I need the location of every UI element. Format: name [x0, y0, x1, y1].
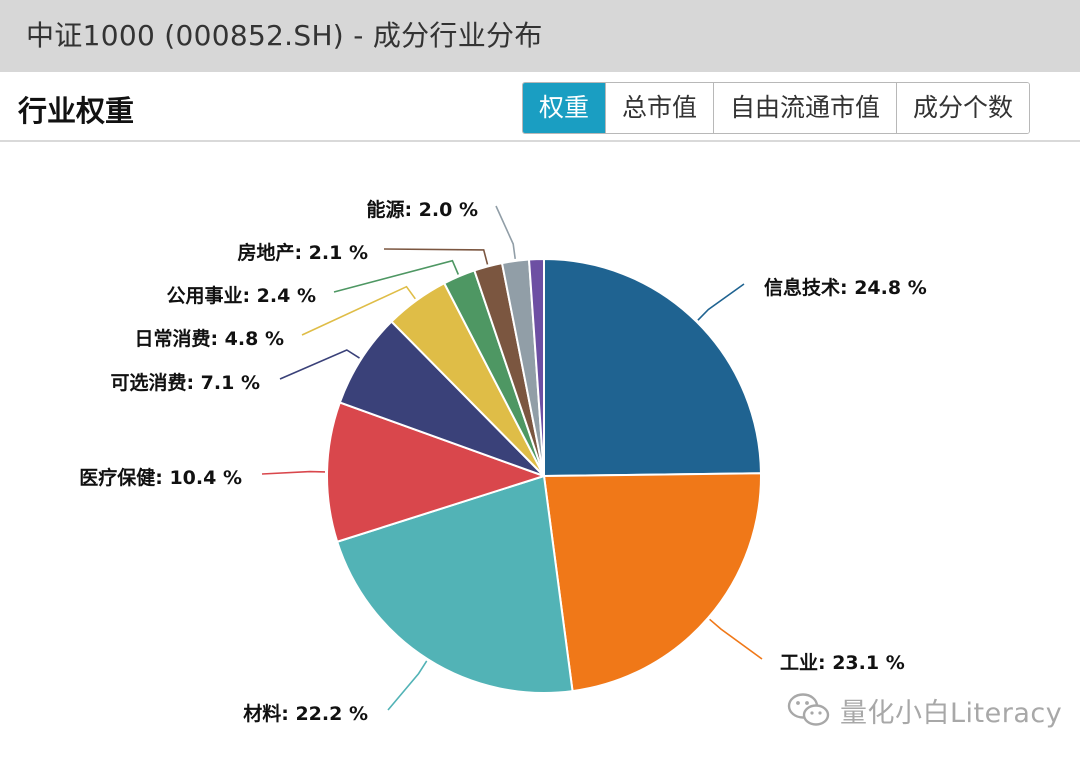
pie-label: 信息技术: 24.8 % [764, 276, 927, 299]
pie-leader-line [261, 470, 326, 475]
pie-label: 日常消费: 4.8 % [134, 327, 284, 350]
pie-leader-line [495, 205, 516, 260]
tab-weight[interactable]: 权重 [523, 83, 606, 133]
title-bar: 中证1000 (000852.SH) - 成分行业分布 [0, 0, 1080, 72]
window-title: 中证1000 (000852.SH) - 成分行业分布 [26, 19, 543, 52]
pie-slice[interactable] [326, 401, 548, 544]
pie-slice[interactable] [543, 257, 762, 478]
pie-label: 工业: 23.1 % [780, 652, 905, 674]
pie-label: 能源: 2.0 % [366, 198, 478, 221]
pie-leader-line [697, 283, 745, 321]
watermark-text: 量化小白Literacy [840, 697, 1063, 729]
tab-free-float-market-cap[interactable]: 自由流通市值 [713, 83, 897, 133]
wechat-icon [787, 693, 830, 726]
pie-leader-line [383, 248, 489, 265]
pie-leader-line [279, 349, 360, 380]
tab-constituent-count[interactable]: 成分个数 [896, 83, 1030, 133]
pie-slice[interactable] [335, 474, 574, 694]
pie-leader-line [333, 259, 460, 293]
panel-header: 行业权重 权重 总市值 自由流通市值 成分个数 [0, 72, 1080, 142]
pie-slice[interactable] [542, 472, 762, 693]
pie-label: 医疗保健: 10.4 % [79, 466, 242, 489]
panel-title: 行业权重 [18, 94, 135, 128]
pie-label: 材料: 22.2 % [243, 702, 368, 725]
pie-leader-lines [261, 205, 763, 711]
pie-leader-line [301, 285, 416, 336]
tab-total-market-cap[interactable]: 总市值 [605, 83, 714, 133]
metric-tabs: 权重 总市值 自由流通市值 成分个数 [522, 82, 1031, 134]
pie-slices [326, 257, 762, 694]
watermark: 量化小白Literacy [786, 690, 1062, 730]
pie-leader-line [387, 660, 428, 711]
pie-label: 公用事业: 2.4 % [166, 284, 316, 307]
pie-slice[interactable] [527, 257, 545, 477]
pie-label: 房地产: 2.1 % [237, 241, 368, 264]
pie-labels: 信息技术: 24.8 % 工业: 23.1 % 材料: 22.2 % 医疗保健: 10… [79, 198, 927, 725]
pie-leader-line [709, 618, 763, 660]
pie-label: 可选消费: 7.1 % [110, 371, 260, 394]
